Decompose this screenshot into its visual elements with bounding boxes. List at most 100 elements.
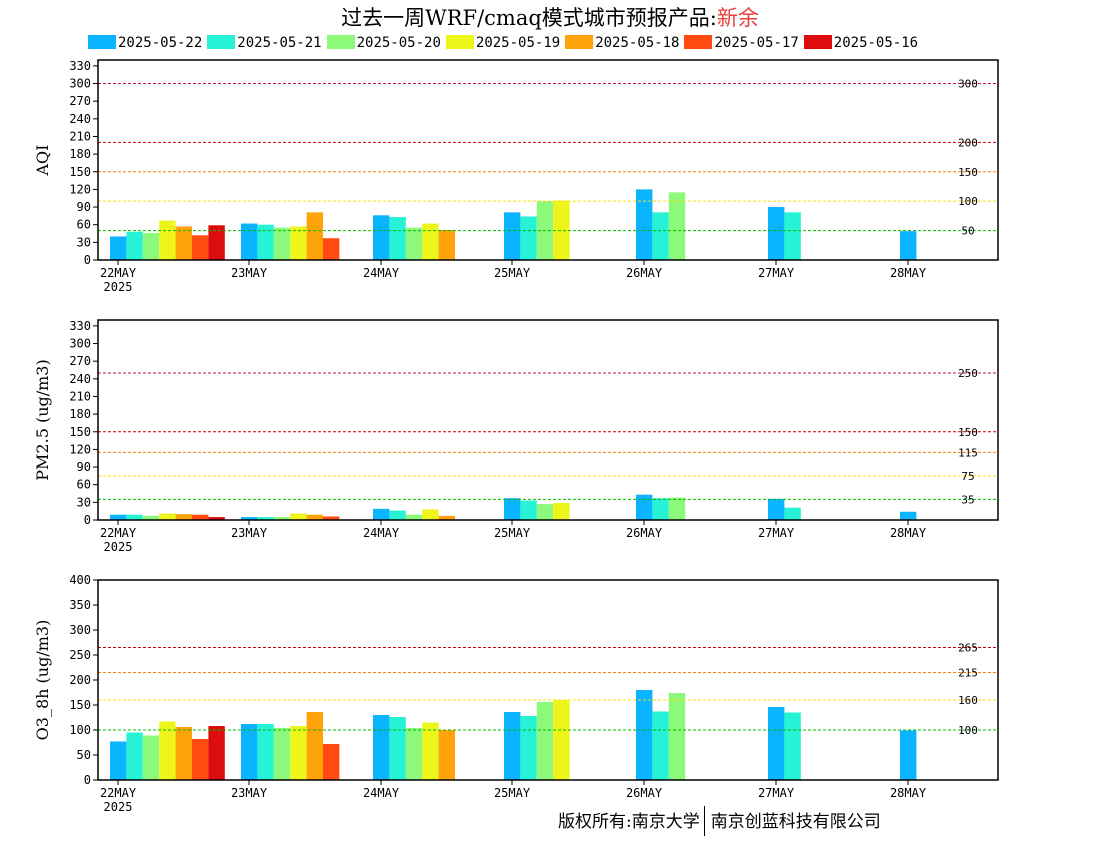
legend-item: 2025-05-20 [326, 35, 441, 51]
bar [389, 717, 406, 780]
x-year-label: 2025 [104, 280, 133, 294]
x-tick-label: 27MAY [758, 266, 795, 280]
threshold-label: 100 [958, 195, 978, 208]
bar [126, 231, 143, 260]
bar [520, 216, 537, 260]
threshold-label: 215 [958, 667, 978, 680]
legend-swatch [445, 35, 474, 49]
threshold-label: 250 [958, 367, 978, 380]
bar [768, 498, 785, 520]
copyright-owner: 版权所有:南京大学 [558, 812, 700, 832]
y-tick-label: 0 [84, 253, 91, 267]
bar [636, 189, 653, 260]
bar [126, 514, 143, 520]
bar [306, 712, 323, 780]
bar [668, 693, 686, 780]
x-tick-label: 25MAY [494, 526, 531, 540]
bar [159, 220, 176, 260]
bar [241, 223, 258, 260]
bar [652, 711, 669, 780]
bar [668, 497, 686, 520]
bar [273, 517, 291, 520]
bar [110, 236, 127, 260]
x-tick-label: 23MAY [231, 526, 268, 540]
y-tick-label: 120 [69, 442, 91, 456]
y-axis-label: PM2.5 (ug/m3) [33, 359, 52, 480]
x-tick-label: 26MAY [626, 786, 663, 800]
legend-item: 2025-05-18 [565, 35, 679, 51]
legend-item: 2025-05-16 [803, 35, 919, 51]
bar [257, 517, 274, 520]
bar [175, 514, 192, 520]
legend-swatch [684, 35, 713, 49]
y-tick-label: 270 [69, 354, 91, 368]
y-tick-label: 300 [69, 337, 91, 351]
bar [159, 721, 176, 780]
bar [553, 502, 570, 520]
bar [257, 224, 274, 260]
y-tick-label: 60 [77, 478, 91, 492]
bar [438, 730, 455, 780]
bar [373, 508, 390, 520]
y-tick-label: 150 [69, 165, 91, 179]
legend-label: 2025-05-19 [475, 35, 561, 51]
bar [290, 726, 307, 780]
bar [142, 515, 160, 520]
threshold-label: 150 [958, 426, 978, 439]
bar [405, 227, 423, 260]
x-tick-label: 24MAY [363, 786, 400, 800]
chart-title: 过去一周WRF/cmaq模式城市预报产品:新余 [0, 2, 1100, 32]
legend-swatch [803, 35, 832, 49]
y-tick-label: 350 [69, 598, 91, 612]
bar [110, 741, 127, 780]
x-tick-label: 26MAY [626, 266, 663, 280]
bar [504, 212, 521, 260]
bar [438, 230, 455, 260]
bar [290, 226, 307, 260]
bar [273, 728, 291, 780]
y-tick-label: 330 [69, 59, 91, 73]
bar [323, 238, 340, 260]
bar [900, 511, 917, 520]
y-tick-label: 240 [69, 372, 91, 386]
threshold-label: 100 [958, 724, 978, 737]
bar [768, 707, 785, 780]
bar [257, 724, 274, 780]
bar [652, 498, 669, 520]
bar [389, 510, 406, 520]
bar [900, 730, 917, 780]
bar [900, 231, 917, 260]
y-tick-label: 150 [69, 425, 91, 439]
bar [159, 513, 176, 520]
copyright-company: 南京创蓝科技有限公司 [710, 812, 881, 832]
y-tick-label: 300 [69, 77, 91, 91]
x-tick-label: 25MAY [494, 786, 531, 800]
legend-swatch [88, 35, 116, 49]
bar [405, 514, 423, 520]
legend-label: 2025-05-20 [356, 35, 441, 51]
legend-label: 2025-05-16 [833, 35, 919, 51]
bar [323, 744, 340, 780]
y-tick-label: 180 [69, 147, 91, 161]
legend: 2025-05-22 2025-05-21 2025-05-20 2025-05-19… [88, 35, 923, 55]
legend-swatch [207, 35, 236, 49]
x-year-label: 2025 [104, 800, 133, 814]
x-tick-label: 23MAY [231, 786, 268, 800]
x-tick-label: 22MAY [100, 526, 137, 540]
bar [668, 192, 686, 260]
bar [273, 227, 291, 260]
y-tick-label: 180 [69, 407, 91, 421]
legend-item: 2025-05-21 [207, 35, 322, 51]
threshold-label: 50 [961, 225, 974, 238]
threshold-label: 300 [958, 78, 978, 91]
y-tick-label: 200 [69, 673, 91, 687]
bar [553, 700, 570, 780]
x-tick-label: 23MAY [231, 266, 268, 280]
bar [241, 724, 258, 780]
bar [504, 498, 521, 520]
y-tick-label: 300 [69, 623, 91, 637]
y-axis-label: AQI [33, 145, 52, 177]
bar [520, 716, 537, 780]
bar [110, 514, 127, 520]
